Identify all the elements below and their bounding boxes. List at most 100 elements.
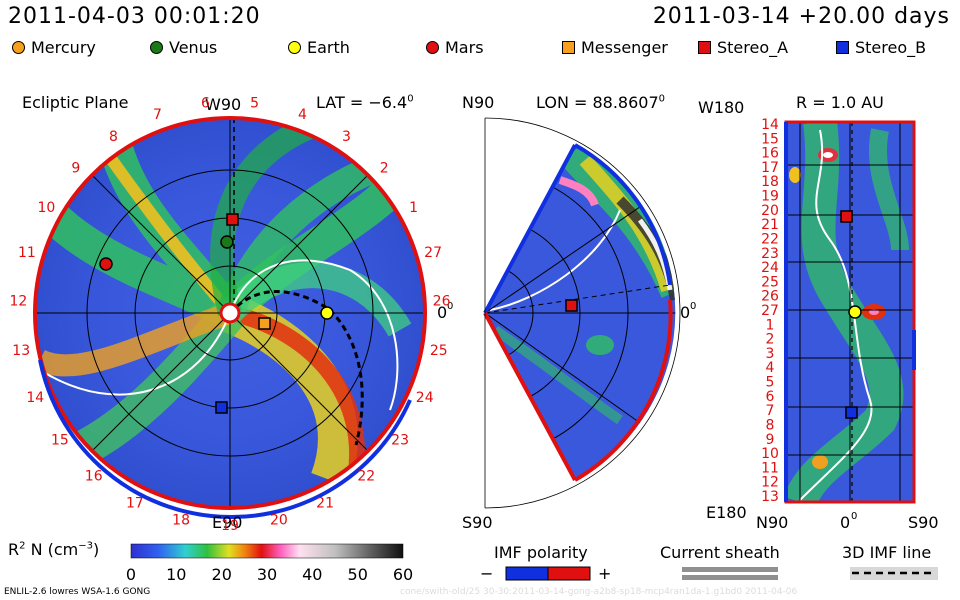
legend-stereo-a: Stereo_A <box>698 38 788 57</box>
lat-readout: LAT = −6.40 <box>316 93 414 112</box>
carrington-label: 9 <box>71 161 80 177</box>
radial-y-label: 16 <box>761 146 779 162</box>
carrington-label: 27 <box>424 245 442 261</box>
carrington-label: 25 <box>430 343 448 359</box>
stereo-b-marker-icon <box>836 41 849 54</box>
carrington-label: 11 <box>18 245 36 261</box>
colorbar-label: R2 N (cm−3) <box>8 540 99 559</box>
footer-run-id: cone/swith-old/25 30-30:2011-03-14-gong-… <box>400 587 798 597</box>
stereo-b-marker <box>215 401 228 414</box>
carrington-label: 14 <box>26 390 44 406</box>
radial-y-label: 12 <box>761 475 779 491</box>
cb-label-r: R <box>8 540 20 559</box>
degree-sign: 0 <box>658 93 666 105</box>
meridional-stereo-a-marker <box>565 299 578 312</box>
radial-x-label-zero: 0 <box>840 513 850 532</box>
carrington-label: 19 <box>221 518 239 534</box>
colorbar-tick-label: 50 <box>348 565 368 584</box>
carrington-label: 7 <box>153 107 162 123</box>
cb-label-sup2: −3 <box>78 540 94 552</box>
legend-stereo-b: Stereo_B <box>836 38 926 57</box>
carrington-label: 16 <box>85 468 103 484</box>
radial-y-label: 11 <box>761 460 779 476</box>
radial-y-label: 3 <box>766 346 775 362</box>
radial-top-left: W180 <box>698 98 745 117</box>
ecliptic-bottom-label: E90 <box>212 513 242 532</box>
lat-value: LAT = −6.4 <box>316 93 408 112</box>
legend-label: Mars <box>445 38 484 57</box>
legend-earth: Earth <box>288 38 350 57</box>
carrington-label: 24 <box>416 390 434 406</box>
meridional-plot: 0 0 S90 <box>462 117 696 532</box>
radial-y-label: 26 <box>761 289 779 305</box>
timestamp-current: 2011-04-03 00:01:20 <box>8 4 261 29</box>
colorbar: 0 10 20 30 40 50 60 <box>126 543 413 584</box>
colorbar-tick-label: 40 <box>302 565 322 584</box>
ecliptic-rim <box>33 116 427 510</box>
radial-stereo-b-marker <box>845 406 858 419</box>
radial-x-label-deg: 0 <box>851 511 857 522</box>
current-sheath-swatch-1 <box>682 567 778 572</box>
venus-marker <box>220 235 234 249</box>
carrington-label: 5 <box>250 95 259 111</box>
radial-y-label: 22 <box>761 232 779 248</box>
radial-y-label: 25 <box>761 274 779 290</box>
mars-marker-icon <box>426 41 439 54</box>
footer-model-info: ENLIL-2.6 lowres WSA-1.6 GONG <box>4 587 151 597</box>
cb-label-mid: N (cm <box>25 540 79 559</box>
radial-plot: 1415161718192021222324252627123456789101… <box>706 117 939 532</box>
imf-line-label: 3D IMF line <box>842 543 932 562</box>
radial-y-label: 17 <box>761 160 779 176</box>
radial-y-label: 15 <box>761 131 779 147</box>
carrington-label: 17 <box>126 496 144 512</box>
mars-marker <box>99 257 113 271</box>
stereo-a-marker-icon <box>698 41 711 54</box>
radial-y-label: 7 <box>766 403 775 419</box>
sun-icon <box>219 302 241 324</box>
radial-y-label: 9 <box>766 432 775 448</box>
radial-y-label: 13 <box>761 489 779 505</box>
carrington-label: 2 <box>380 161 389 177</box>
cb-label-sup1: 2 <box>19 540 26 552</box>
colorbar-tick-label: 10 <box>166 565 186 584</box>
carrington-label: 18 <box>172 512 190 528</box>
meridional-top-label: N90 <box>462 93 495 112</box>
legend-label: Venus <box>169 38 218 57</box>
stereo-a-marker <box>226 213 239 226</box>
cb-label-end: ) <box>93 540 100 559</box>
carrington-label: 6 <box>201 95 210 111</box>
carrington-label: 26 <box>433 294 451 310</box>
ecliptic-right-deg: 0 <box>447 301 453 312</box>
legend-venus: Venus <box>150 38 217 57</box>
current-sheath-swatch-2 <box>682 575 778 580</box>
colorbar-tick-label: 0 <box>126 565 136 584</box>
colorbar-gradient <box>130 543 404 559</box>
mercury-marker-icon <box>12 41 25 54</box>
radial-y-label: 6 <box>766 389 775 405</box>
earth-marker <box>320 306 334 320</box>
radial-y-label: 14 <box>761 117 779 133</box>
carrington-label: 1 <box>409 200 418 216</box>
ecliptic-right-label: 0 <box>437 303 447 322</box>
legend-label: Earth <box>307 38 350 57</box>
radial-bottom-left: E180 <box>706 503 747 522</box>
earth-marker-icon <box>288 41 301 54</box>
lon-readout: LON = 88.86070 <box>536 93 665 112</box>
messenger-marker <box>258 317 271 330</box>
colorbar-tick-label: 20 <box>212 565 232 584</box>
colorbar-ticks: 0 10 20 30 40 50 60 <box>126 565 413 584</box>
legend-label: Messenger <box>581 38 668 57</box>
imf-polarity-label: IMF polarity <box>494 543 588 562</box>
carrington-label: 21 <box>316 496 334 512</box>
colorbar-tick-label: 60 <box>393 565 413 584</box>
messenger-marker-icon <box>562 41 575 54</box>
radial-y-label: 20 <box>761 203 779 219</box>
radial-y-label: 18 <box>761 174 779 190</box>
carrington-label: 23 <box>391 433 409 449</box>
meridional-right-deg: 0 <box>690 301 696 312</box>
legend-label: Stereo_B <box>855 38 927 57</box>
carrington-label: 22 <box>357 468 375 484</box>
venus-marker-icon <box>150 41 163 54</box>
imf-negative-swatch <box>505 566 549 581</box>
